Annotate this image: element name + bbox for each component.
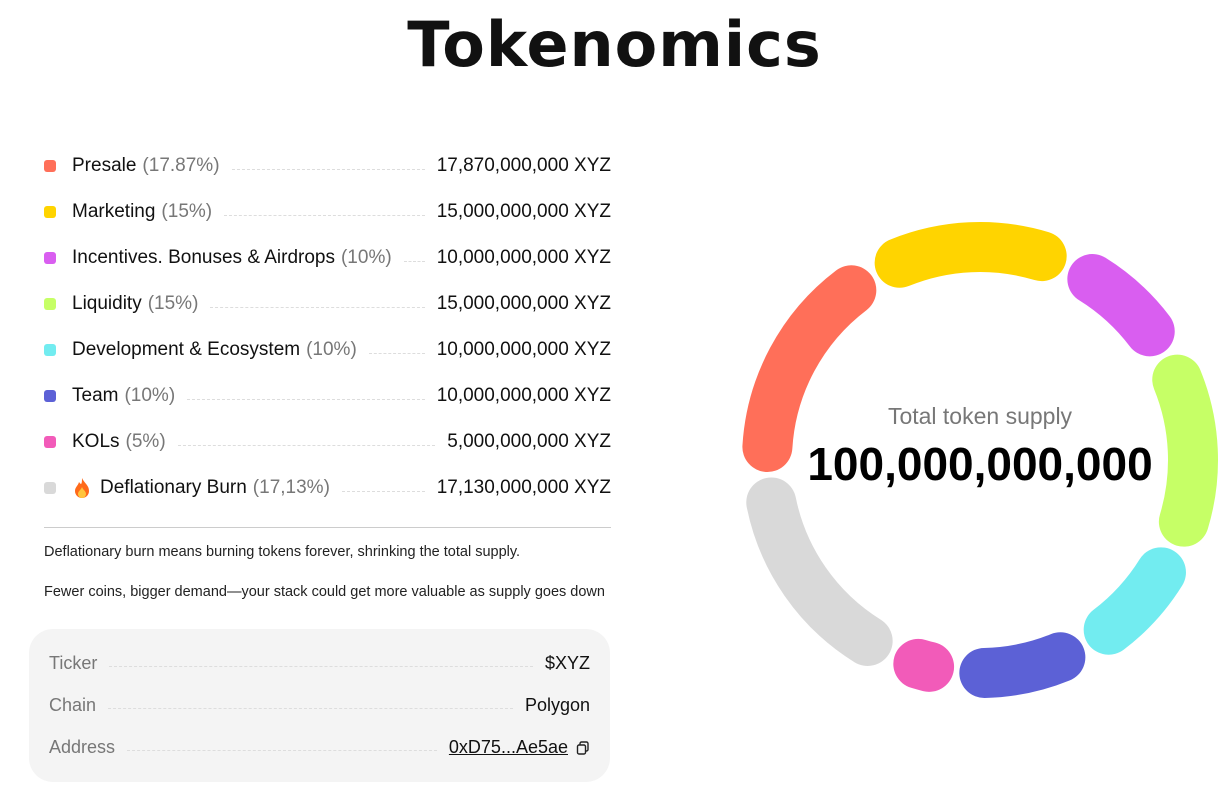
- legend-label: Team: [72, 385, 119, 406]
- legend-row: Incentives. Bonuses & Airdrops (10%) 10,00…: [44, 235, 611, 281]
- info-row: Ticker $XYZ: [49, 653, 590, 674]
- legend-swatch: [44, 436, 56, 448]
- donut-segment: [746, 477, 893, 666]
- divider: [44, 527, 611, 528]
- legend-swatch: [44, 344, 56, 356]
- info-value: $XYZ: [544, 653, 590, 673]
- legend-label: Liquidity: [72, 293, 142, 314]
- legend-amount: 10,000,000,000 XYZ: [436, 247, 611, 268]
- leader: [368, 352, 425, 354]
- legend-percent: (15%): [147, 293, 199, 314]
- leader: [177, 444, 436, 446]
- title: Tokenomics: [407, 8, 822, 81]
- legend-row: Presale (17.87%) 17,870,000,000 XYZ: [44, 143, 611, 189]
- legend-swatch: [44, 160, 56, 172]
- donut-segment: [742, 265, 877, 472]
- legend-row: Marketing (15%) 15,000,000,000 XYZ: [44, 189, 611, 235]
- legend-percent: (5%): [125, 431, 166, 452]
- donut-segment: [1083, 547, 1186, 655]
- legend-percent: (10%): [340, 247, 392, 268]
- legend-label: Presale: [72, 155, 137, 176]
- leader: [231, 168, 425, 170]
- legend-amount: 17,870,000,000 XYZ: [436, 155, 611, 176]
- donut-segment: [893, 638, 955, 692]
- fire-icon: [75, 478, 89, 498]
- legend-amount: 5,000,000,000 XYZ: [447, 431, 611, 452]
- donut-chart: Total token supply 100,000,000,000: [742, 222, 1218, 698]
- leader: [403, 260, 425, 262]
- legend-swatch: [44, 252, 56, 264]
- legend-amount: 10,000,000,000 XYZ: [436, 339, 611, 360]
- leader: [127, 750, 437, 751]
- leader: [187, 398, 425, 400]
- legend-swatch: [44, 298, 56, 310]
- legend-amount: 15,000,000,000 XYZ: [436, 201, 611, 222]
- legend-percent: (15%): [161, 201, 213, 222]
- note: Deflationary burn means burning tokens f…: [44, 544, 521, 560]
- legend-amount: 10,000,000,000 XYZ: [436, 385, 611, 406]
- legend-amount: 15,000,000,000 XYZ: [436, 293, 611, 314]
- legend-row: KOLs (5%) 5,000,000,000 XYZ: [44, 419, 611, 465]
- leader: [210, 306, 425, 308]
- legend-row: Deflationary Burn (17,13%) 17,130,000,000 …: [44, 465, 611, 511]
- donut-segment: [1152, 354, 1218, 547]
- info-label: Address: [49, 737, 116, 757]
- info-box: Ticker $XYZ Chain Polygon Address 0xD75...A…: [29, 629, 610, 782]
- legend-percent: (10%): [306, 339, 357, 360]
- leader: [341, 490, 425, 492]
- legend-label: Marketing: [72, 201, 156, 222]
- center-label: Total token supply: [888, 403, 1073, 429]
- leader: [109, 666, 533, 667]
- legend-swatch: [44, 206, 56, 218]
- legend-label: Development & Ecosystem: [72, 339, 301, 360]
- note: Fewer coins, bigger demand—your stack co…: [44, 584, 605, 600]
- legend-percent: (17.87%): [142, 155, 220, 176]
- legend-label: KOLs: [72, 431, 120, 452]
- donut-segment: [874, 222, 1067, 288]
- legend-percent: (10%): [124, 385, 176, 406]
- donut-segment: [959, 632, 1086, 698]
- donut-segment: [1067, 254, 1175, 357]
- legend-row: Development & Ecosystem (10%) 10,000,000,0…: [44, 327, 611, 373]
- copy-icon[interactable]: [576, 740, 590, 755]
- flame-core: [78, 487, 86, 498]
- legend-amount: 17,130,000,000 XYZ: [436, 477, 611, 498]
- legend-swatch: [44, 390, 56, 402]
- leader: [224, 214, 425, 216]
- legend: Presale (17.87%) 17,870,000,000 XYZ Marketi…: [44, 143, 611, 511]
- info-row: Address 0xD75...Ae5ae: [49, 737, 590, 758]
- info-label: Ticker: [49, 653, 98, 673]
- info-value: Polygon: [524, 695, 590, 715]
- legend-swatch: [44, 482, 56, 494]
- legend-label: Deflationary Burn: [100, 477, 247, 498]
- legend-percent: (17,13%): [252, 477, 330, 498]
- leader: [108, 708, 513, 709]
- legend-label: Incentives. Bonuses & Airdrops: [72, 247, 335, 268]
- center-value: 100,000,000,000: [807, 438, 1152, 490]
- legend-row: Liquidity (15%) 15,000,000,000 XYZ: [44, 281, 611, 327]
- info-label: Chain: [49, 695, 97, 715]
- info-row: Chain Polygon: [49, 695, 590, 716]
- legend-row: Team (10%) 10,000,000,000 XYZ: [44, 373, 611, 419]
- address-link[interactable]: 0xD75...Ae5ae: [448, 737, 568, 757]
